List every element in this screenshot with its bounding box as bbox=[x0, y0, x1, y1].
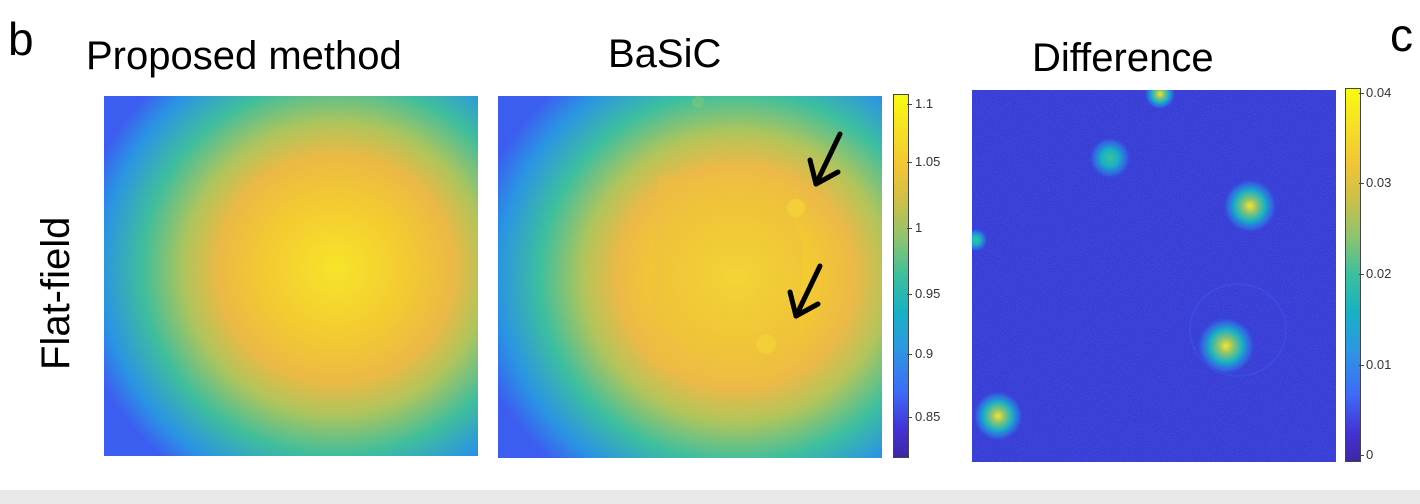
colorbar-difference-label: 0.01 bbox=[1366, 357, 1392, 372]
colorbar-flatfield-tick bbox=[907, 104, 912, 105]
arrow-icon bbox=[807, 131, 843, 187]
difference-map-svg bbox=[972, 90, 1336, 462]
colorbar-flatfield-tick bbox=[907, 294, 912, 295]
difference-map-image bbox=[972, 90, 1336, 462]
colorbar-difference-tick bbox=[1359, 455, 1364, 456]
colorbar-difference-label: 0.03 bbox=[1366, 175, 1392, 190]
panel-letter-b: b bbox=[8, 13, 34, 65]
colorbar-flatfield-label: 0.85 bbox=[915, 409, 941, 424]
colorbar-difference-tick bbox=[1359, 365, 1364, 366]
colorbar-difference-label: 0.04 bbox=[1366, 85, 1392, 100]
colorbar-difference-label: 0 bbox=[1366, 447, 1374, 462]
colorbar-flatfield bbox=[893, 94, 909, 458]
colorbar-flatfield-label: 1.1 bbox=[915, 96, 934, 111]
flatfield-basic-image bbox=[498, 96, 882, 458]
flatfield-basic-svg bbox=[498, 96, 882, 458]
colorbar-flatfield-tick bbox=[907, 228, 912, 229]
colorbar-difference-tick bbox=[1359, 183, 1364, 184]
title-proposed-method: Proposed method bbox=[86, 34, 402, 78]
colorbar-flatfield-tick bbox=[907, 162, 912, 163]
colorbar-flatfield-label: 1 bbox=[915, 220, 923, 235]
colorbar-flatfield-label: 0.9 bbox=[915, 346, 934, 361]
flatfield-proposed-svg bbox=[104, 96, 478, 456]
colorbar-difference-tick bbox=[1359, 274, 1364, 275]
colorbar-difference bbox=[1345, 88, 1361, 462]
arrow-icon bbox=[787, 263, 823, 319]
title-basic: BaSiC bbox=[608, 32, 722, 76]
flatfield-proposed-image bbox=[104, 96, 478, 456]
bottom-strip bbox=[0, 490, 1420, 504]
colorbar-flatfield-label: 0.95 bbox=[915, 286, 941, 301]
colorbar-flatfield-label: 1.05 bbox=[915, 154, 941, 169]
title-difference: Difference bbox=[1032, 36, 1214, 80]
colorbar-difference-label: 0.02 bbox=[1366, 266, 1392, 281]
row-label-flat-field: Flat-field bbox=[34, 216, 78, 370]
colorbar-flatfield-tick bbox=[907, 417, 912, 418]
colorbar-flatfield-tick bbox=[907, 354, 912, 355]
panel-letter-c: c bbox=[1390, 9, 1413, 61]
colorbar-difference-tick bbox=[1359, 93, 1364, 94]
